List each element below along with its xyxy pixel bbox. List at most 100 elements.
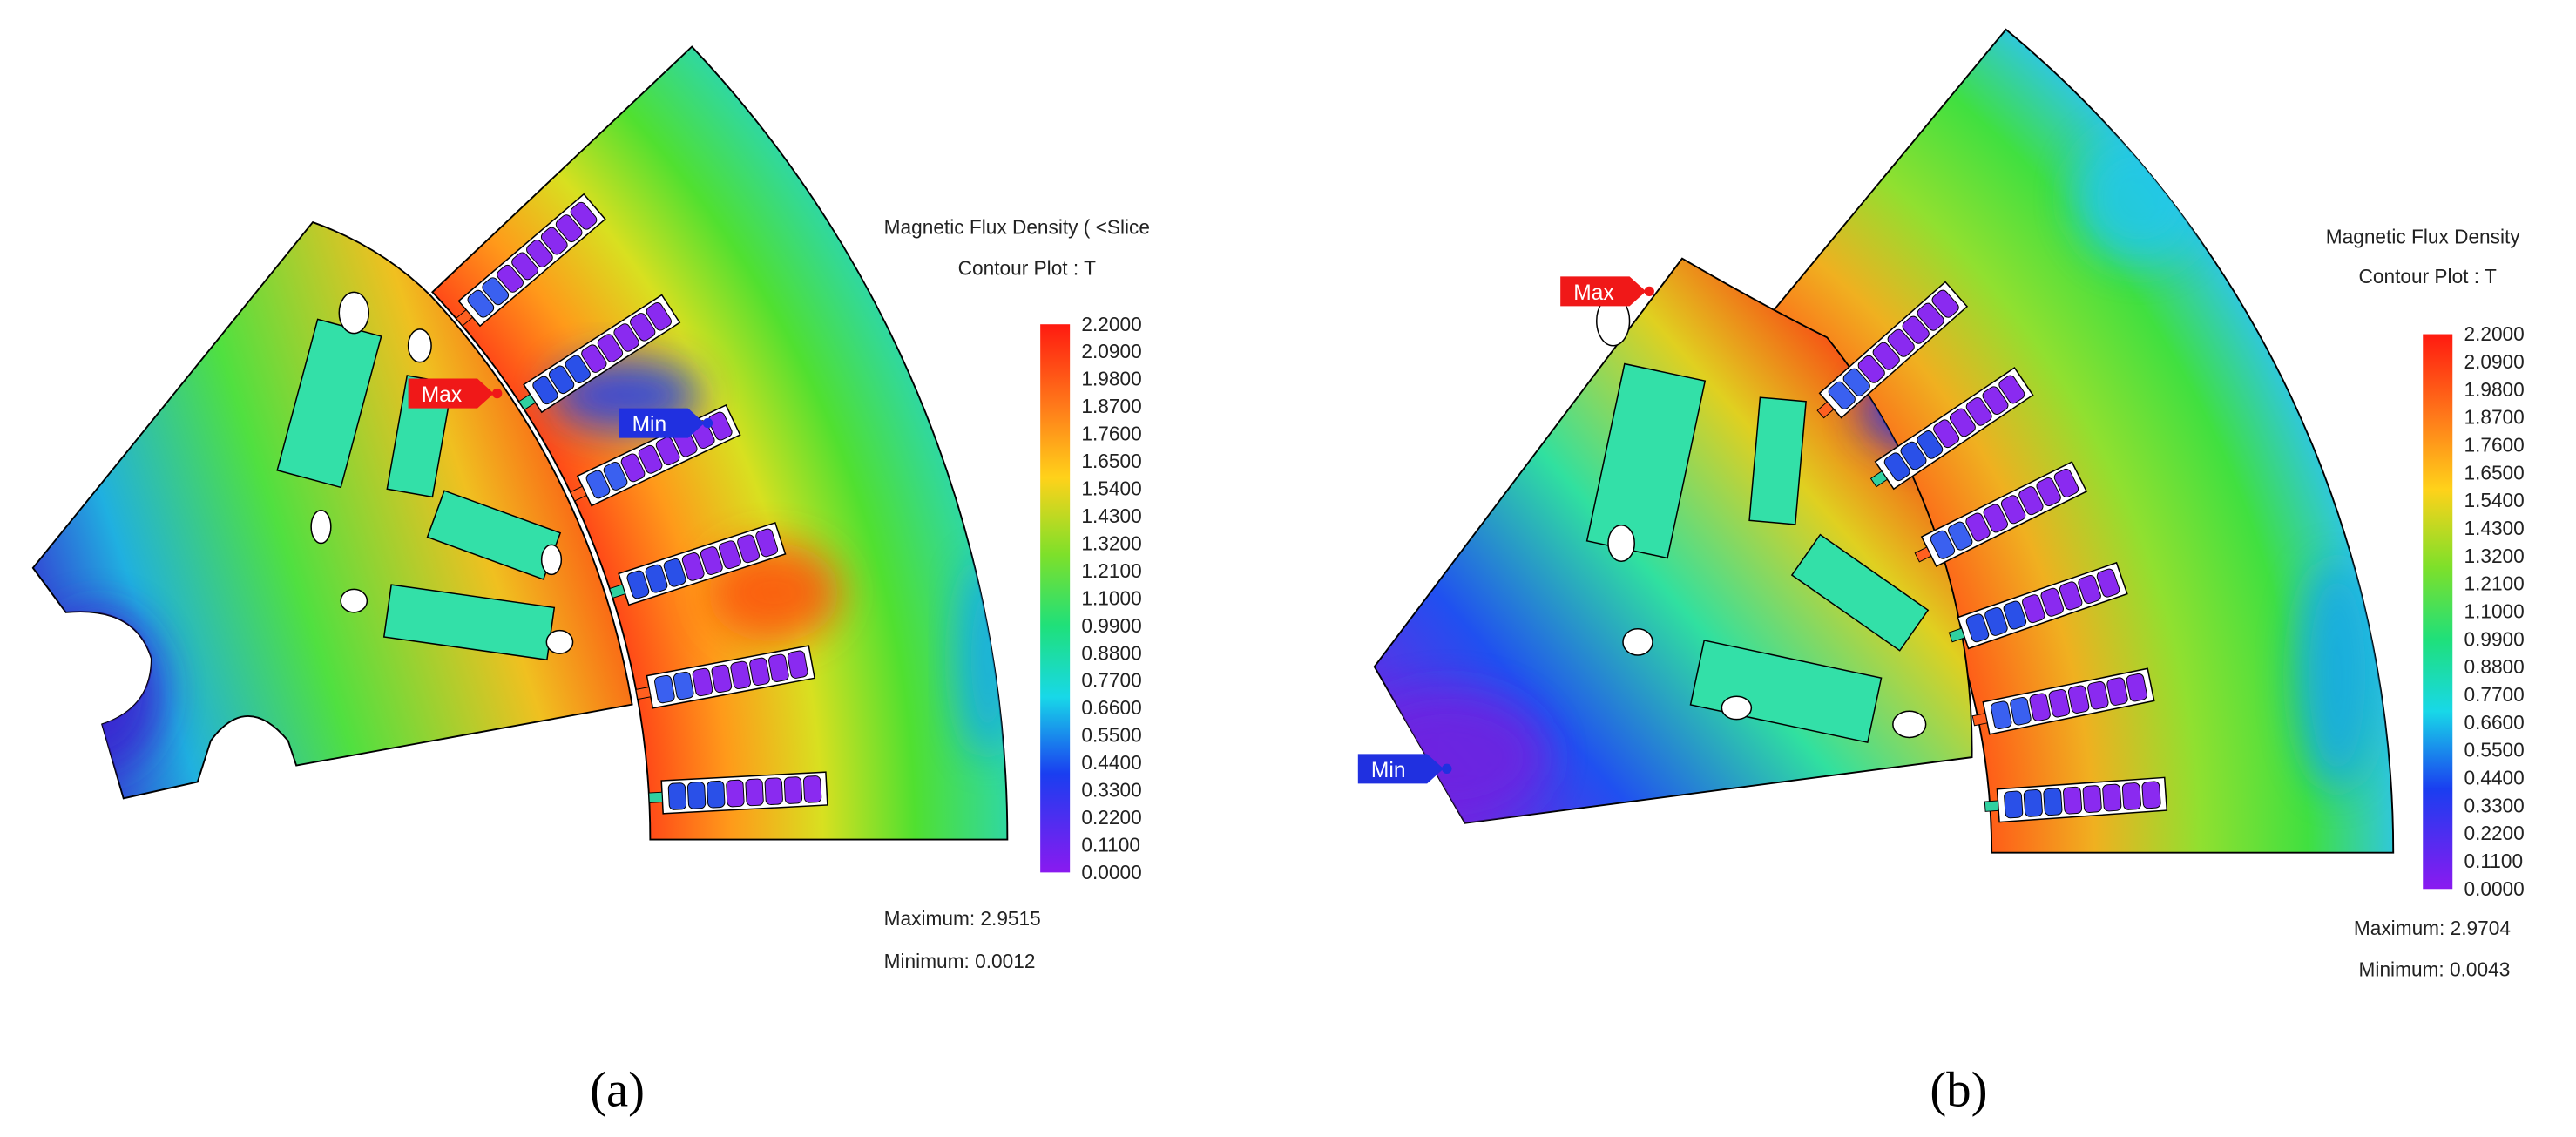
coil <box>2106 677 2128 706</box>
magnet <box>1689 640 1883 744</box>
callout <box>1357 754 1444 784</box>
coil <box>467 289 495 318</box>
coil <box>1887 328 1915 357</box>
scale-label: 0.3300 <box>2464 794 2524 816</box>
maximum: Maximum: 2.9515 <box>884 907 1041 930</box>
coil <box>603 462 628 491</box>
air-hole <box>338 291 370 335</box>
scale-label: 0.0000 <box>1081 861 1141 883</box>
scale-label: 1.6500 <box>2464 461 2524 484</box>
coil <box>630 313 656 342</box>
coil <box>1949 408 1976 437</box>
stator-slot <box>518 294 681 414</box>
coil <box>532 376 558 405</box>
air-hole <box>1892 710 1927 739</box>
coil <box>1900 441 1927 470</box>
air-hole <box>1721 695 1753 721</box>
slot-opening <box>1948 627 1965 643</box>
slot-opening <box>1816 401 1835 419</box>
scale-label: 1.6500 <box>1081 450 1141 472</box>
air-hole <box>1607 524 1635 563</box>
legend-title: Magnetic Flux Density ( <Slice <box>884 215 1150 238</box>
stator-slot <box>1869 367 2034 491</box>
coil <box>1982 386 2009 416</box>
coil <box>2078 575 2101 604</box>
magnet <box>1790 533 1930 652</box>
coil <box>497 264 524 293</box>
coil <box>646 302 672 331</box>
callout-point <box>702 417 713 429</box>
scale-label: 1.1000 <box>1081 586 1141 609</box>
caption: (a) <box>590 1063 645 1118</box>
coil <box>768 653 789 682</box>
scale-label: 0.5500 <box>1081 724 1141 747</box>
coil <box>726 779 745 808</box>
coil <box>711 664 733 694</box>
coil <box>1965 512 1991 542</box>
scale-label: 1.7600 <box>2464 433 2524 456</box>
coil <box>581 344 607 373</box>
scale-label: 0.8800 <box>1081 641 1141 664</box>
coil <box>526 240 553 267</box>
scale-label: 0.4400 <box>1081 751 1141 774</box>
coil <box>548 365 575 395</box>
coil <box>645 564 668 593</box>
scale-label: 0.9900 <box>1081 614 1141 637</box>
stator-field <box>551 358 1008 758</box>
coil <box>2102 783 2122 812</box>
coil <box>2141 781 2161 809</box>
callout-label: Max <box>422 383 463 407</box>
coil <box>681 552 705 581</box>
scale-label: 0.3300 <box>1081 779 1141 802</box>
coil <box>2036 477 2061 507</box>
coil <box>1857 355 1885 383</box>
air-hole <box>1622 627 1653 656</box>
scale-label: 1.7600 <box>1081 423 1141 445</box>
coil <box>1828 381 1856 409</box>
stator-slot <box>570 403 741 507</box>
color-bar <box>2423 334 2453 890</box>
coil <box>2126 673 2147 702</box>
scale-label: 1.2100 <box>1081 559 1141 582</box>
coil <box>2087 680 2109 710</box>
coil <box>1931 289 1959 318</box>
callout-label: Max <box>1573 281 1614 305</box>
coil <box>613 323 639 352</box>
flux-spot <box>2295 559 2379 790</box>
coil <box>540 227 568 255</box>
caption: (b) <box>1930 1063 1987 1118</box>
scale-label: 1.9800 <box>2464 378 2524 401</box>
coil <box>2053 468 2079 497</box>
coil <box>2018 486 2044 516</box>
coil <box>2082 785 2102 813</box>
coil <box>2003 600 2027 630</box>
scale-label: 0.1100 <box>2464 849 2523 872</box>
coil <box>686 782 707 809</box>
scale-label: 1.4300 <box>1081 504 1141 527</box>
flux-spot <box>957 559 1008 758</box>
coil <box>1998 375 2025 404</box>
air-hole <box>545 629 574 654</box>
coil <box>707 411 733 441</box>
callout-point <box>491 388 503 399</box>
stator-slot <box>1948 561 2128 650</box>
coil <box>1902 315 1930 344</box>
minimum: Minimum: 0.0012 <box>884 950 1036 972</box>
scale-label: 0.7700 <box>2464 683 2524 706</box>
callout-point <box>1442 763 1452 775</box>
coil <box>2029 693 2051 721</box>
coil <box>1948 521 1973 551</box>
magnet <box>1748 396 1807 525</box>
scale-label: 1.9800 <box>1081 368 1141 390</box>
scale-label: 2.2000 <box>1081 313 1141 335</box>
coil <box>2048 688 2071 718</box>
maximum: Maximum: 2.9704 <box>2354 917 2511 939</box>
scale-label: 2.2000 <box>2464 322 2524 345</box>
coil <box>2004 790 2024 819</box>
scale-label: 2.0900 <box>2464 350 2524 373</box>
slot-opening <box>518 393 537 410</box>
coil <box>2063 786 2083 815</box>
coil <box>737 534 760 564</box>
slot-opening <box>1971 713 1988 727</box>
